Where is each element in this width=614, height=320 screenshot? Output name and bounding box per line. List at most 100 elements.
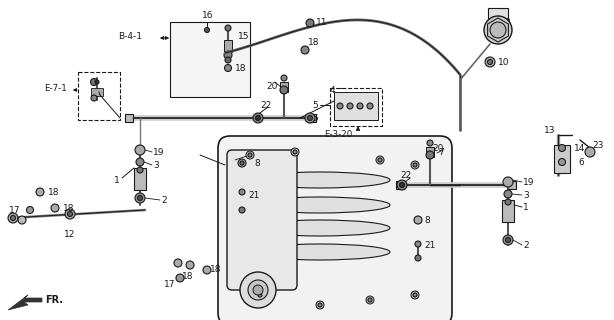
Text: E-3-20: E-3-20 — [324, 130, 352, 139]
Text: 8: 8 — [254, 158, 260, 167]
Circle shape — [203, 266, 211, 274]
Text: 18: 18 — [210, 266, 222, 275]
Text: 1: 1 — [114, 175, 120, 185]
Text: 3: 3 — [523, 190, 529, 199]
Ellipse shape — [250, 197, 390, 213]
Text: 7: 7 — [438, 148, 444, 157]
Circle shape — [488, 60, 492, 65]
Circle shape — [186, 261, 194, 269]
Circle shape — [65, 209, 75, 219]
Circle shape — [240, 272, 276, 308]
Bar — [488, 8, 508, 28]
Text: 10: 10 — [498, 58, 510, 67]
Text: 16: 16 — [202, 11, 214, 20]
Circle shape — [378, 158, 382, 162]
Circle shape — [176, 274, 184, 282]
Text: 18: 18 — [308, 38, 319, 47]
Circle shape — [585, 147, 595, 157]
Bar — [224, 40, 232, 52]
Text: B-4-1: B-4-1 — [118, 31, 142, 41]
Circle shape — [91, 95, 97, 101]
Bar — [125, 114, 133, 122]
Circle shape — [238, 159, 246, 167]
Bar — [334, 92, 378, 120]
Circle shape — [240, 161, 244, 165]
Text: 1: 1 — [523, 203, 529, 212]
FancyBboxPatch shape — [227, 150, 297, 290]
Circle shape — [357, 103, 363, 109]
Bar — [280, 82, 288, 92]
Circle shape — [138, 196, 142, 201]
Circle shape — [413, 293, 417, 297]
Circle shape — [308, 116, 313, 121]
Circle shape — [225, 57, 231, 63]
Text: 18: 18 — [235, 63, 246, 73]
Circle shape — [368, 298, 372, 302]
Circle shape — [559, 145, 565, 151]
Circle shape — [255, 116, 260, 121]
Circle shape — [301, 46, 309, 54]
Circle shape — [137, 167, 143, 173]
Text: 4: 4 — [329, 85, 335, 94]
Circle shape — [484, 16, 512, 44]
Bar — [502, 200, 514, 222]
Circle shape — [51, 204, 59, 212]
Circle shape — [559, 158, 565, 165]
Circle shape — [505, 199, 511, 205]
Text: 11: 11 — [316, 18, 327, 27]
Text: 14: 14 — [574, 143, 585, 153]
Circle shape — [397, 180, 407, 190]
Circle shape — [8, 213, 18, 223]
Circle shape — [248, 280, 268, 300]
Text: 6: 6 — [578, 157, 584, 166]
Circle shape — [204, 28, 209, 33]
Text: 20: 20 — [266, 82, 278, 91]
Text: 13: 13 — [543, 125, 555, 134]
Bar — [91, 88, 103, 96]
Bar — [396, 181, 404, 189]
Circle shape — [306, 19, 314, 27]
Circle shape — [366, 296, 374, 304]
Circle shape — [347, 103, 353, 109]
Text: 19: 19 — [153, 148, 165, 156]
Circle shape — [505, 237, 510, 243]
Circle shape — [280, 86, 288, 94]
Circle shape — [490, 22, 506, 38]
Circle shape — [376, 156, 384, 164]
Text: 5: 5 — [313, 100, 318, 109]
Circle shape — [415, 255, 421, 261]
Circle shape — [367, 103, 373, 109]
Text: 19: 19 — [523, 178, 535, 187]
Circle shape — [281, 75, 287, 81]
Circle shape — [253, 113, 263, 123]
Circle shape — [68, 212, 72, 217]
Bar — [308, 114, 316, 122]
Text: FR.: FR. — [45, 295, 63, 305]
Text: 18: 18 — [182, 272, 193, 281]
Text: 8: 8 — [424, 215, 430, 225]
Text: E-7-1: E-7-1 — [44, 84, 67, 92]
Circle shape — [318, 303, 322, 307]
Text: 3: 3 — [153, 161, 159, 170]
Circle shape — [256, 291, 264, 299]
Circle shape — [10, 215, 15, 220]
Circle shape — [503, 177, 513, 187]
Bar — [170, 22, 250, 97]
Bar — [508, 181, 516, 189]
Ellipse shape — [250, 220, 390, 236]
Text: 18: 18 — [63, 204, 74, 212]
Text: 2: 2 — [161, 196, 166, 204]
Text: 9: 9 — [504, 18, 510, 27]
Circle shape — [225, 65, 231, 71]
Bar — [426, 147, 434, 157]
Text: 5: 5 — [312, 114, 318, 123]
Text: 2: 2 — [523, 241, 529, 250]
Text: 23: 23 — [592, 140, 604, 149]
Ellipse shape — [250, 244, 390, 260]
Circle shape — [174, 259, 182, 267]
Text: 21: 21 — [424, 241, 435, 250]
Circle shape — [239, 207, 245, 213]
Circle shape — [400, 182, 405, 188]
Bar — [330, 88, 382, 126]
FancyBboxPatch shape — [218, 136, 452, 320]
